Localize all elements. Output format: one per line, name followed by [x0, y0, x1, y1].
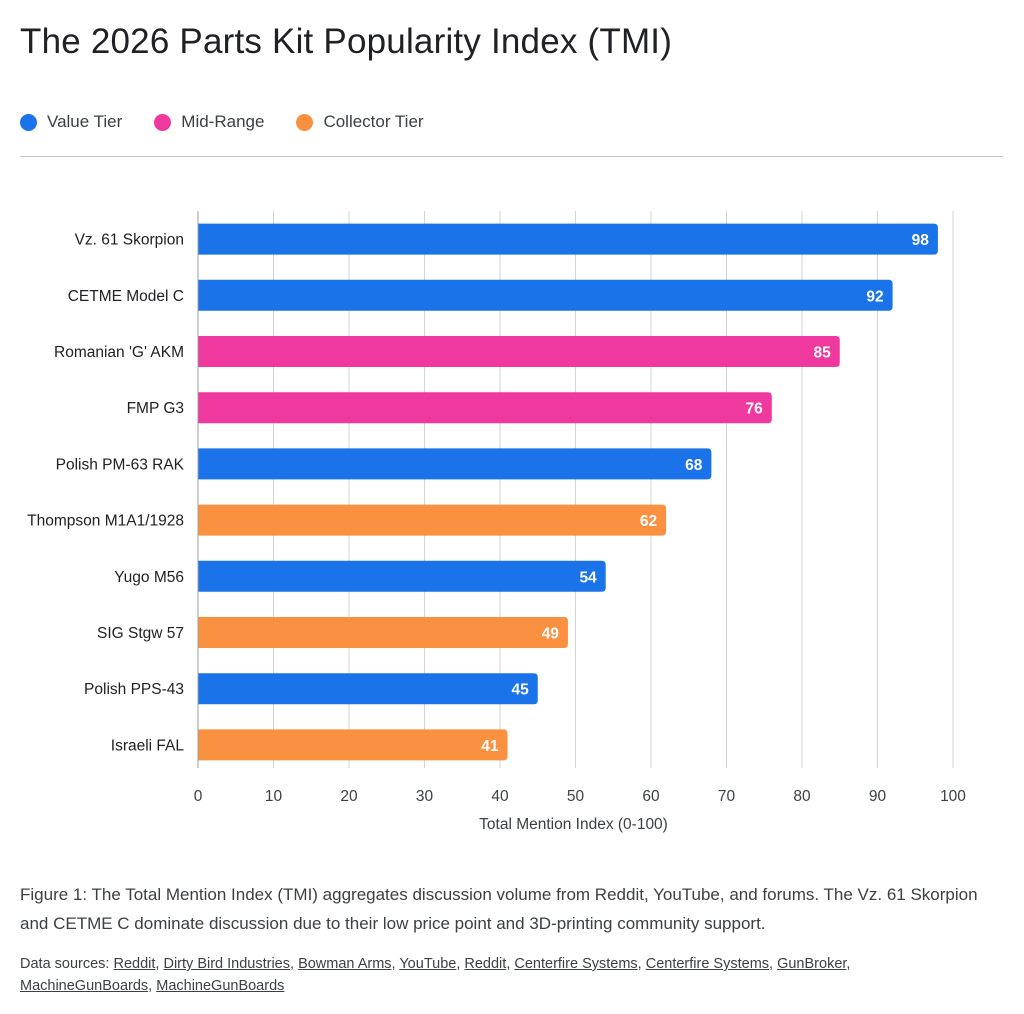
value-label: 85 [814, 345, 832, 362]
value-label: 76 [746, 401, 764, 418]
category-label: FMP G3 [127, 400, 184, 417]
category-label: Yugo M56 [114, 569, 184, 586]
chart-title: The 2026 Parts Kit Popularity Index (TMI… [20, 22, 673, 61]
figure-caption: Figure 1: The Total Mention Index (TMI) … [20, 885, 978, 933]
legend-item-value-tier: Value Tier [20, 112, 122, 132]
category-label: Vz. 61 Skorpion [75, 232, 184, 249]
source-link[interactable]: Centerfire Systems [514, 956, 638, 972]
bar [198, 448, 712, 480]
x-tick-label: 80 [793, 788, 811, 805]
divider [20, 156, 1003, 157]
bar [198, 673, 538, 705]
bar [198, 279, 893, 311]
category-label: SIG Stgw 57 [97, 625, 184, 642]
value-label: 68 [685, 457, 703, 474]
legend-swatch-mid-range [154, 113, 172, 131]
legend-label: Collector Tier [323, 112, 424, 131]
x-tick-label: 30 [416, 788, 434, 805]
bar [198, 617, 568, 648]
bar-chart: Vz. 61 Skorpion 98 CETME Model C 92 Romanian… [27, 211, 966, 833]
category-label: CETME Model C [68, 288, 184, 305]
value-label: 62 [640, 513, 657, 530]
bar [198, 729, 508, 761]
category-label: Romanian 'G' AKM [54, 344, 184, 361]
value-label: 45 [512, 682, 530, 699]
source-link[interactable]: Bowman Arms [298, 956, 392, 972]
category-label: Thompson M1A1/1928 [27, 513, 184, 530]
value-label: 54 [579, 569, 597, 586]
bar [198, 560, 606, 592]
legend-label: Value Tier [47, 112, 123, 131]
source-link[interactable]: Centerfire Systems [645, 956, 770, 972]
category-label: Israeli FAL [111, 737, 185, 754]
x-tick-label: 0 [194, 788, 203, 805]
value-label: 98 [912, 232, 930, 249]
x-tick-label: 70 [718, 788, 736, 805]
x-tick-label: 10 [265, 788, 283, 805]
legend: Value Tier Mid-Range Collector Tier [20, 112, 456, 132]
legend-swatch-value-tier [20, 113, 37, 131]
x-axis-title: Total Mention Index (0-100) [479, 816, 668, 833]
x-tick-label: 60 [642, 788, 660, 805]
x-tick-label: 20 [340, 788, 358, 805]
x-tick-label: 90 [869, 788, 887, 805]
source-link[interactable]: GunBroker [777, 956, 847, 972]
legend-label: Mid-Range [181, 112, 265, 131]
x-tick-label: 40 [491, 788, 509, 805]
value-label: 49 [542, 626, 560, 643]
category-label: Polish PM-63 RAK [56, 456, 185, 473]
data-sources: Data sources: Reddit, Dirty Bird Industr… [20, 956, 851, 994]
source-link[interactable]: Reddit [464, 956, 507, 972]
bar [198, 392, 772, 424]
bar [198, 504, 667, 536]
value-label: 92 [866, 288, 883, 305]
sources-prefix: Data sources: [20, 956, 110, 972]
category-label: Polish PPS-43 [84, 681, 184, 698]
source-link[interactable]: YouTube [399, 956, 457, 972]
bar [198, 223, 938, 255]
source-link[interactable]: MachineGunBoards [156, 978, 285, 994]
legend-item-collector-tier: Collector Tier [296, 112, 424, 132]
source-link[interactable]: Dirty Bird Industries [163, 956, 290, 972]
source-link[interactable]: Reddit [113, 956, 156, 972]
legend-swatch-collector-tier [296, 113, 314, 131]
bar [198, 336, 840, 367]
x-tick-label: 50 [567, 788, 585, 805]
legend-item-mid-range: Mid-Range [154, 112, 264, 132]
value-label: 41 [481, 738, 499, 755]
source-link[interactable]: MachineGunBoards [20, 978, 149, 994]
x-tick-label: 100 [940, 788, 966, 805]
